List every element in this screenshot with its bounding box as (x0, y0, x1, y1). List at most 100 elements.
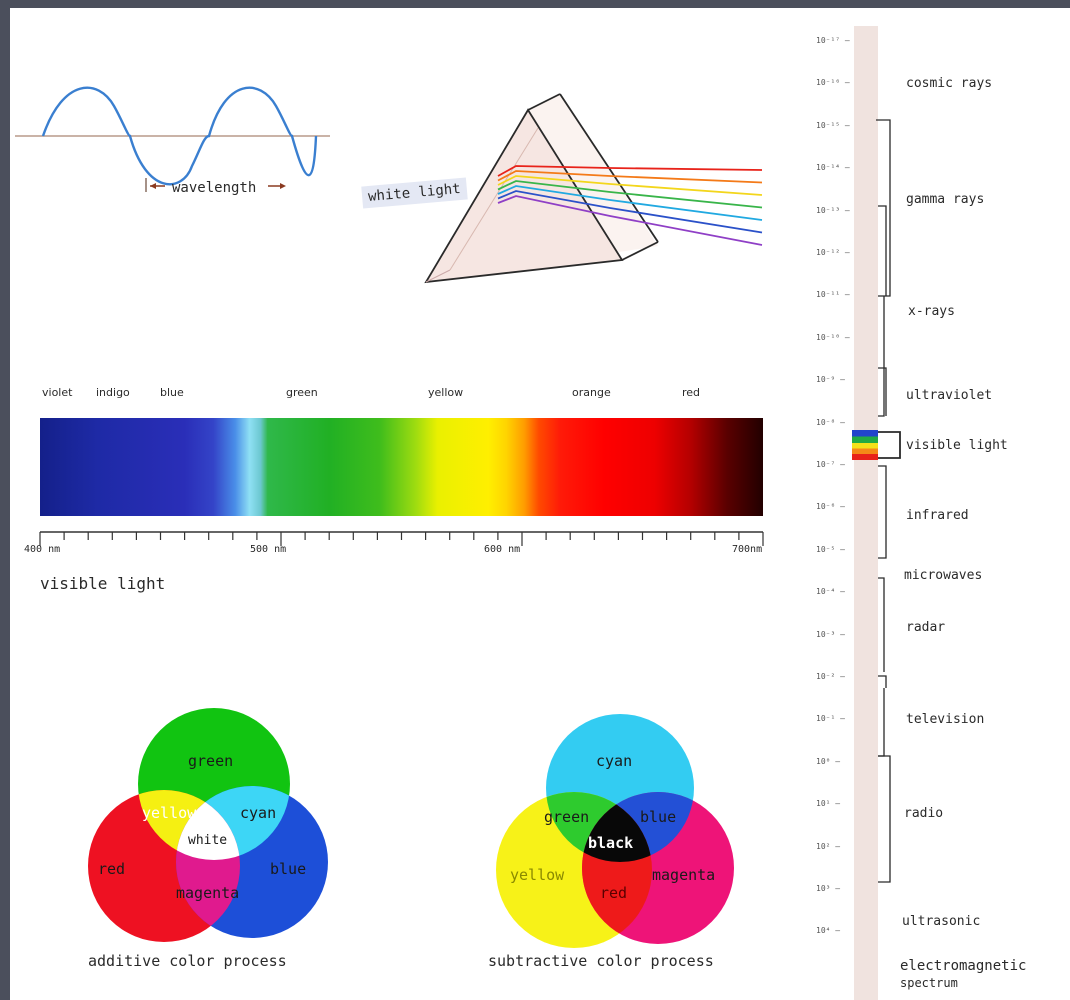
refracted-ray (497, 165, 763, 177)
em-caption-line1: electromagnetic (900, 958, 1027, 974)
prism-front-face (424, 108, 624, 284)
em-label-visible-light: visible light (906, 438, 1008, 453)
refracted-ray (497, 195, 763, 246)
additive-label-red: red (98, 860, 125, 878)
bracket-infrared (878, 465, 887, 559)
spectrum-axis-ticks (39, 532, 764, 546)
em-visible-band (852, 430, 878, 460)
em-label-x-rays: x-rays (908, 304, 955, 319)
bracket-radar (878, 675, 887, 688)
prism-inner-edge-2 (449, 127, 539, 271)
em-exponent-label: 10⁻² – (816, 672, 845, 681)
em-label-cosmic-rays: cosmic rays (906, 76, 993, 91)
subtractive-label-black: black (588, 834, 633, 852)
refracted-rays (497, 165, 763, 246)
tick-500nm: 500 nm (250, 544, 287, 555)
em-label-ultrasonic: ultrasonic (902, 914, 981, 929)
tick-700nm: 700nm (732, 544, 763, 555)
bracket-visible-light (878, 431, 901, 459)
visible-light-caption: visible light (40, 574, 166, 593)
subtractive-venn: cyan yellow magenta green blue red black (496, 714, 734, 948)
additive-label-blue: blue (270, 860, 306, 878)
em-exponent-label: 10⁻¹⁴ – (816, 163, 850, 173)
em-exponent-label: 10⁻⁴ – (816, 587, 845, 597)
subtractive-black-center (582, 792, 652, 862)
arrow-right-icon (280, 183, 286, 189)
em-caption-line2: spectrum (900, 976, 958, 990)
em-label-ultraviolet: ultraviolet (906, 388, 993, 403)
em-exponent-label: 10⁻⁶ – (816, 502, 845, 512)
additive-caption: additive color process (88, 952, 287, 970)
em-label-gamma-rays: gamma rays (906, 192, 985, 207)
arrow-left-icon (150, 183, 156, 189)
additive-label-white: white (188, 833, 227, 848)
em-exponent-label: 10⁻⁹ – (816, 375, 845, 385)
prism-diagram (424, 93, 763, 284)
em-exponent-label: 10⁻⁷ – (816, 460, 845, 469)
spectrum-name-green: green (286, 386, 318, 399)
em-exponent-label: 10⁻⁸ – (816, 417, 845, 427)
tick-600nm: 600 nm (484, 544, 521, 555)
spectrum-axis (39, 531, 764, 546)
diagram-canvas: wavelength white light violet indigo blu… (10, 8, 1070, 1000)
em-spectrum-column (854, 26, 878, 1000)
refracted-ray (497, 180, 763, 209)
em-exponent-label: 10⁻¹⁷ – (816, 36, 850, 45)
em-exponent-label: 10⁻¹⁰ – (816, 332, 850, 342)
em-exponent-label: 10⁻¹³ – (816, 205, 850, 215)
bracket-television (878, 688, 885, 757)
additive-venn: green red blue yellow cyan magenta white (88, 708, 328, 942)
em-exponent-label: 10⁻¹⁵ – (816, 120, 850, 130)
em-exponent-label: 10³ – (816, 884, 841, 893)
em-label-infrared: infrared (906, 508, 969, 523)
additive-label-cyan: cyan (240, 804, 276, 822)
wavelength-label: wavelength (172, 180, 257, 196)
spectrum-name-orange: orange (572, 386, 611, 399)
em-exponent-label: 10⁴ – (816, 926, 841, 936)
prism-base-edge (621, 241, 659, 261)
refracted-ray (497, 170, 763, 184)
spectrum-name-blue: blue (160, 386, 184, 399)
subtractive-label-blue: blue (640, 808, 676, 826)
bracket-ultraviolet (878, 367, 887, 416)
em-label-television: television (906, 712, 985, 727)
additive-label-yellow: yellow (142, 804, 197, 822)
tick-400nm: 400 nm (24, 544, 61, 555)
em-exponent-label: 10⁻¹ – (816, 714, 845, 724)
subtractive-label-red: red (600, 884, 627, 902)
visible-spectrum-bar (40, 418, 763, 516)
subtractive-caption: subtractive color process (488, 952, 714, 970)
em-exponent-label: 10¹ – (816, 799, 841, 809)
em-exponent-label: 10⁻¹¹ – (816, 290, 850, 300)
bracket-x-rays (878, 296, 885, 417)
subtractive-label-magenta: magenta (652, 866, 715, 884)
subtractive-label-yellow: yellow (510, 866, 565, 884)
prism-top-edge (527, 93, 561, 111)
em-exponent-label: 10² – (816, 841, 841, 851)
prism-inner-edge (425, 269, 451, 283)
subtractive-label-green: green (544, 808, 589, 826)
em-exponent-label: 10⁻¹⁶ – (816, 78, 850, 88)
em-label-microwaves: microwaves (904, 568, 983, 583)
bracket-radio (878, 755, 891, 883)
additive-label-green: green (188, 752, 233, 770)
spectrum-name-violet: violet (42, 386, 73, 399)
spectrum-name-red: red (682, 386, 701, 399)
em-label-radio: radio (904, 806, 944, 821)
em-exponent-label: 10⁻¹² – (816, 248, 850, 257)
bracket-gamma-rays-inner (878, 205, 887, 296)
bracket-gamma-rays (876, 119, 891, 297)
additive-white-center (176, 790, 240, 860)
additive-label-magenta: magenta (176, 884, 239, 902)
wave-diagram (15, 86, 330, 192)
sine-wave (41, 86, 318, 186)
subtractive-label-cyan: cyan (596, 752, 632, 770)
refracted-ray (497, 190, 763, 234)
refracted-ray (497, 185, 763, 221)
em-exponent-label: 10⁻⁵ – (816, 544, 845, 554)
em-label-radar: radar (906, 620, 946, 635)
spectrum-name-indigo: indigo (96, 386, 130, 399)
refracted-ray (497, 175, 763, 196)
spectrum-name-yellow: yellow (428, 386, 464, 399)
em-exponent-label: 10⁻³ – (816, 629, 845, 639)
